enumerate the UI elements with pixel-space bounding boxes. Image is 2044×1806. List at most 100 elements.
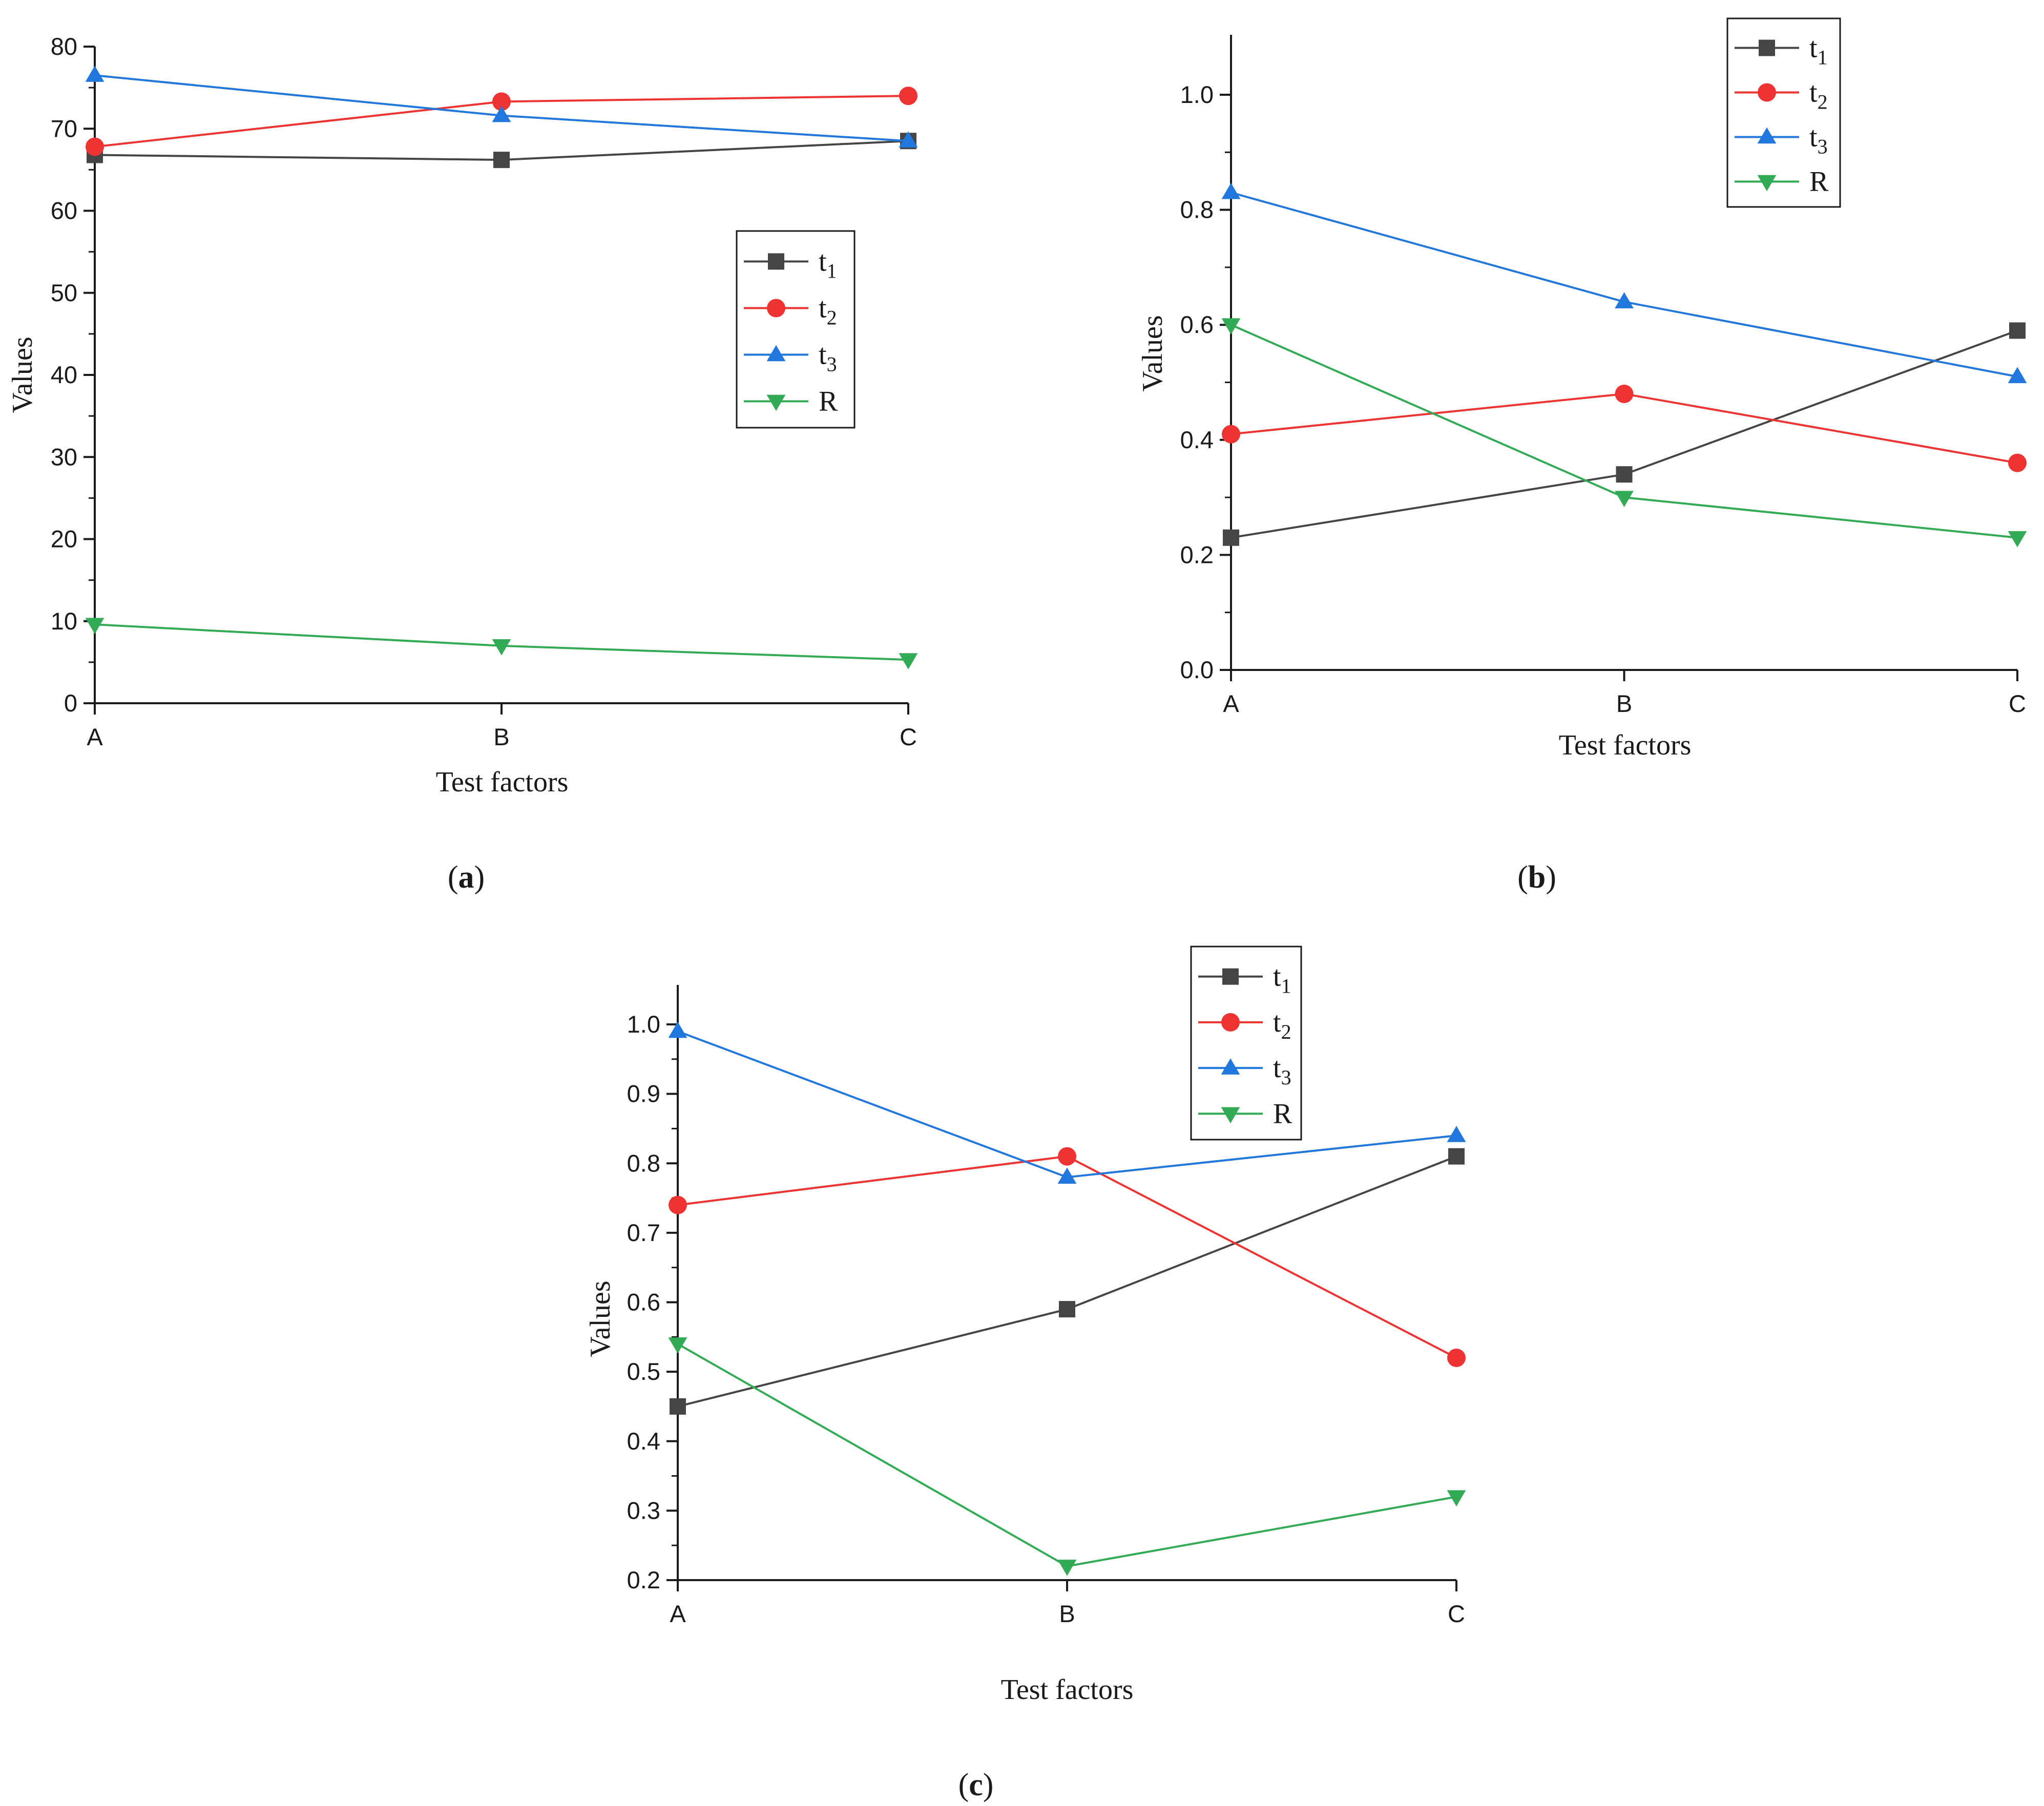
x-tick-label: A <box>1223 690 1239 717</box>
legend-marker-R <box>1757 175 1777 192</box>
y-tick-label: 30 <box>51 443 77 470</box>
y-tick-label: 1.0 <box>627 1011 660 1038</box>
legend-label-R: R <box>1809 166 1829 198</box>
caption-part: ) <box>474 860 485 895</box>
legend-subscript: 3 <box>1281 1066 1291 1089</box>
data-point-R <box>85 618 105 635</box>
panel-caption: (c) <box>958 1768 994 1802</box>
y-tick-label: 0.4 <box>1180 426 1214 453</box>
series-line-t2 <box>1230 392 2018 464</box>
caption-part: c <box>969 1768 983 1802</box>
x-axis-title: Test factors <box>1001 1674 1134 1706</box>
y-tick-label: 0.8 <box>627 1149 660 1177</box>
data-point-t1 <box>1059 1301 1075 1318</box>
legend-marker-R <box>766 394 786 411</box>
legend-label-R: R <box>1273 1098 1292 1129</box>
legend-subscript: 3 <box>1818 135 1828 158</box>
x-tick-label: C <box>900 723 917 750</box>
series-line-t3 <box>1230 191 2018 378</box>
data-point-t1 <box>1616 466 1633 483</box>
legend-marker-t2 <box>767 299 785 318</box>
y-tick-label: 10 <box>51 607 77 635</box>
data-point-t3 <box>85 66 105 82</box>
data-point-R <box>668 1337 687 1354</box>
data-point-t2 <box>899 87 917 106</box>
data-point-R <box>492 639 511 656</box>
x-axis-title: Test factors <box>436 766 569 798</box>
y-tick-label: 0.7 <box>627 1219 660 1246</box>
y-tick-label: 50 <box>51 279 77 306</box>
data-point-t1 <box>670 1398 686 1415</box>
legend-label-t2: t2 <box>1273 1006 1291 1043</box>
y-tick-label: 60 <box>51 197 77 224</box>
legend-marker-t3 <box>1221 1058 1240 1075</box>
legend-marker-t1 <box>768 253 784 270</box>
legend-label-t1: t1 <box>1273 961 1291 998</box>
x-tick-label: B <box>1059 1600 1075 1627</box>
x-tick-label: B <box>493 723 509 750</box>
y-tick-label: 0.6 <box>627 1289 660 1316</box>
data-point-t3 <box>668 1021 687 1038</box>
chart-panel-c: 0.2 0.3 0.4 0.5 0.6 0.7 0.8 0.9 1.0 A B C Test facto… <box>585 946 1466 1802</box>
data-point-t2 <box>669 1195 687 1214</box>
caption-part: a <box>458 860 474 895</box>
panel-caption: (a) <box>448 860 485 895</box>
legend-label-R: R <box>819 386 838 417</box>
legend-subscript: 2 <box>1281 1020 1291 1043</box>
y-tick-label: 0 <box>64 689 77 717</box>
y-axis-title: Values <box>1137 315 1169 391</box>
caption-part: ) <box>1546 860 1556 895</box>
legend-box <box>1726 17 1841 208</box>
legend-box <box>1190 946 1302 1141</box>
caption-part: b <box>1528 860 1546 895</box>
data-point-t2 <box>2008 453 2027 472</box>
data-point-t3 <box>1221 183 1241 199</box>
data-point-t3 <box>899 131 918 148</box>
legend-subscript: 1 <box>1818 46 1828 69</box>
data-point-t2 <box>86 137 104 156</box>
series-line-t1 <box>677 1155 1457 1408</box>
data-point-t1 <box>2009 322 2026 339</box>
y-tick-label: 0.8 <box>1180 196 1214 223</box>
y-tick-label: 0.6 <box>1180 311 1214 338</box>
data-point-t3 <box>2008 367 2027 384</box>
x-tick-label: B <box>1616 690 1632 717</box>
x-tick-label: C <box>1448 1600 1465 1627</box>
y-tick-label: 80 <box>51 33 77 60</box>
legend-subscript: 2 <box>827 306 837 329</box>
y-axis-title: Values <box>585 1280 616 1357</box>
legend-subscript: 3 <box>827 353 837 376</box>
data-point-t2 <box>492 92 511 111</box>
y-axis-title: Values <box>7 337 38 413</box>
caption-part: ) <box>983 1768 994 1802</box>
data-point-R <box>1615 491 1634 507</box>
series-line-t2 <box>677 1155 1457 1359</box>
y-tick-label: 0.9 <box>627 1080 660 1107</box>
y-tick-label: 0.4 <box>627 1427 660 1455</box>
data-point-t3 <box>1447 1126 1466 1142</box>
data-point-R <box>2008 531 2027 548</box>
caption-part: ( <box>958 1768 969 1802</box>
y-tick-label: 20 <box>51 526 77 553</box>
data-point-t3 <box>1057 1167 1077 1184</box>
x-tick-label: A <box>670 1600 686 1627</box>
data-point-R <box>1221 318 1241 335</box>
data-point-t3 <box>1615 292 1634 309</box>
x-axis-title: Test factors <box>1559 729 1692 761</box>
legend-label-t3: t3 <box>1809 121 1828 158</box>
data-point-t1 <box>1223 529 1239 546</box>
legend-box <box>736 230 856 429</box>
x-tick-label: C <box>2009 690 2026 717</box>
x-tick-label: A <box>87 723 103 750</box>
data-point-t1 <box>493 152 510 169</box>
legend-marker-R <box>1221 1107 1240 1124</box>
data-point-R <box>1057 1560 1077 1576</box>
y-tick-label: 0.3 <box>627 1497 660 1524</box>
legend-subscript: 1 <box>1281 975 1291 998</box>
data-point-t2 <box>1447 1349 1466 1367</box>
legend-subscript: 1 <box>827 260 837 283</box>
y-tick-label: 0.0 <box>1180 656 1214 683</box>
data-point-R <box>899 653 918 669</box>
y-tick-label: 1.0 <box>1180 81 1214 108</box>
